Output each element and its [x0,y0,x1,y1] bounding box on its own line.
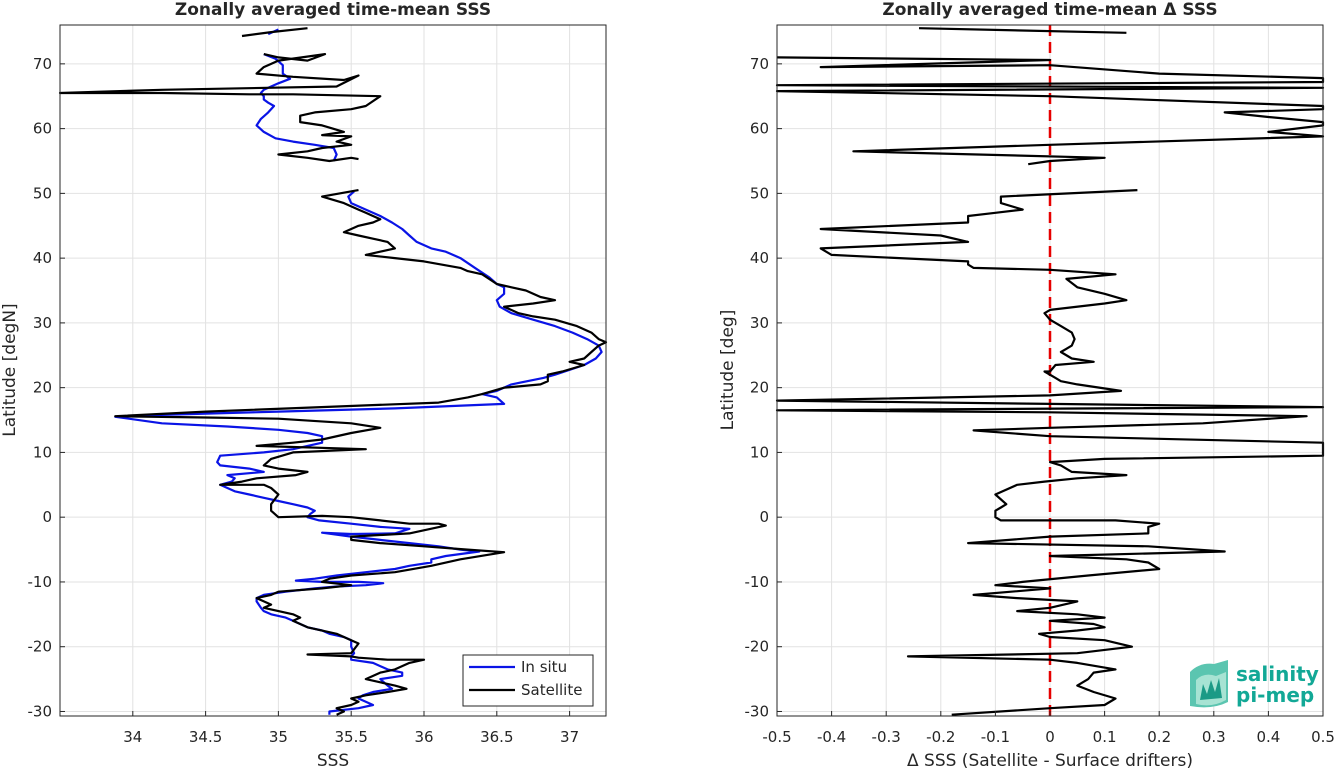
right-y-axis-label: Latitude [deg] [718,310,738,431]
right-y-tick-label: -30 [745,702,770,720]
right-x-tick-label: -0.3 [872,728,901,746]
panel-right: -0.5 -0.4 -0.3 -0.2 -0.1 0 0.1 0.2 0.3 0.4 0.5 -30… [718,0,1335,769]
left-x-tick-label: 36.5 [480,728,513,746]
right-delta-sss-line-segment-2 [775,189,1325,716]
legend-label-satellite: Satellite [521,681,582,699]
salinity-pimep-logo: salinity pi-mep [1190,660,1319,708]
left-x-tick-label: 34 [123,728,142,746]
left-axes-frame [59,24,607,717]
right-y-tick-label: 60 [750,120,769,138]
left-y-tick-label: 50 [33,184,52,202]
right-y-tick-label: 70 [750,55,769,73]
right-y-tick-label: 40 [750,249,769,267]
left-y-tick-label: -20 [28,638,53,656]
right-chart-title: Zonally averaged time-mean Δ SSS [882,0,1217,20]
right-x-tick-label: 0 [1045,728,1055,746]
left-y-tick-label: 60 [33,120,52,138]
right-x-tick-label: -0.5 [762,728,791,746]
left-y-tick-label: 10 [33,443,52,461]
legend: In situ Satellite [462,654,594,707]
right-y-tick-label: 30 [750,314,769,332]
right-x-axis-label: Δ SSS (Satellite - Surface drifters) [907,751,1193,769]
left-x-tick-label: 34.5 [189,728,222,746]
left-in-situ-line-segment-2 [114,190,603,715]
left-y-ticks: -30 -20 -10 0 10 20 30 40 50 60 70 [28,55,65,720]
right-x-ticks: -0.5 -0.4 -0.3 -0.2 -0.1 0 0.1 0.2 0.3 0.4 0.5 [762,711,1335,746]
left-x-tick-label: 36 [414,728,433,746]
left-y-tick-label: -10 [28,573,53,591]
right-x-tick-label: 0.4 [1256,728,1280,746]
left-y-tick-label: 30 [33,314,52,332]
left-x-tick-label: 37 [560,728,579,746]
right-x-tick-label: 0.3 [1202,728,1226,746]
left-x-axis-label: SSS [317,751,349,769]
legend-box [462,654,594,707]
right-x-tick-label: -0.2 [926,728,955,746]
right-y-tick-label: -20 [745,638,770,656]
left-y-tick-label: -30 [28,702,53,720]
right-delta-sss-line-segment-0 [918,27,1127,34]
legend-label-in-situ: In situ [521,658,567,676]
left-y-tick-label: 20 [33,379,52,397]
left-y-tick-label: 70 [33,55,52,73]
right-y-tick-label: 0 [759,508,769,526]
left-y-tick-label: 40 [33,249,52,267]
left-x-tick-label: 35 [269,728,288,746]
left-x-tick-label: 35.5 [334,728,367,746]
right-x-tick-label: 0.1 [1093,728,1117,746]
right-y-ticks: -30 -20 -10 0 10 20 30 40 50 60 70 [745,55,782,720]
right-y-tick-label: 10 [750,443,769,461]
left-x-ticks: 34 34.5 35 35.5 36 36.5 37 [123,711,579,746]
right-x-tick-label: 0.2 [1147,728,1171,746]
right-y-tick-label: -10 [745,573,770,591]
left-satellite-line-segment-1 [58,52,382,163]
left-satellite-line-segment-2 [114,189,608,716]
left-chart-title: Zonally averaged time-mean SSS [175,0,491,20]
left-series [58,27,608,716]
panel-left: 34 34.5 35 35.5 36 36.5 37 -30 -20 -10 0 10 20 30 40 5… [0,0,608,769]
left-satellite-line-segment-0 [241,27,308,38]
logo-text-salinity: salinity [1236,662,1319,686]
left-y-axis-label: Latitude [degN] [0,303,20,436]
right-y-tick-label: 50 [750,184,769,202]
right-x-tick-label: -0.4 [817,728,846,746]
right-y-tick-label: 20 [750,379,769,397]
left-y-tick-label: 0 [42,508,52,526]
left-in-situ-line-segment-1 [255,53,338,162]
right-x-tick-label: -0.1 [981,728,1010,746]
logo-text-pimep: pi-mep [1236,683,1314,707]
right-x-tick-label: 0.5 [1311,728,1335,746]
wave-logo-icon [1190,660,1228,708]
